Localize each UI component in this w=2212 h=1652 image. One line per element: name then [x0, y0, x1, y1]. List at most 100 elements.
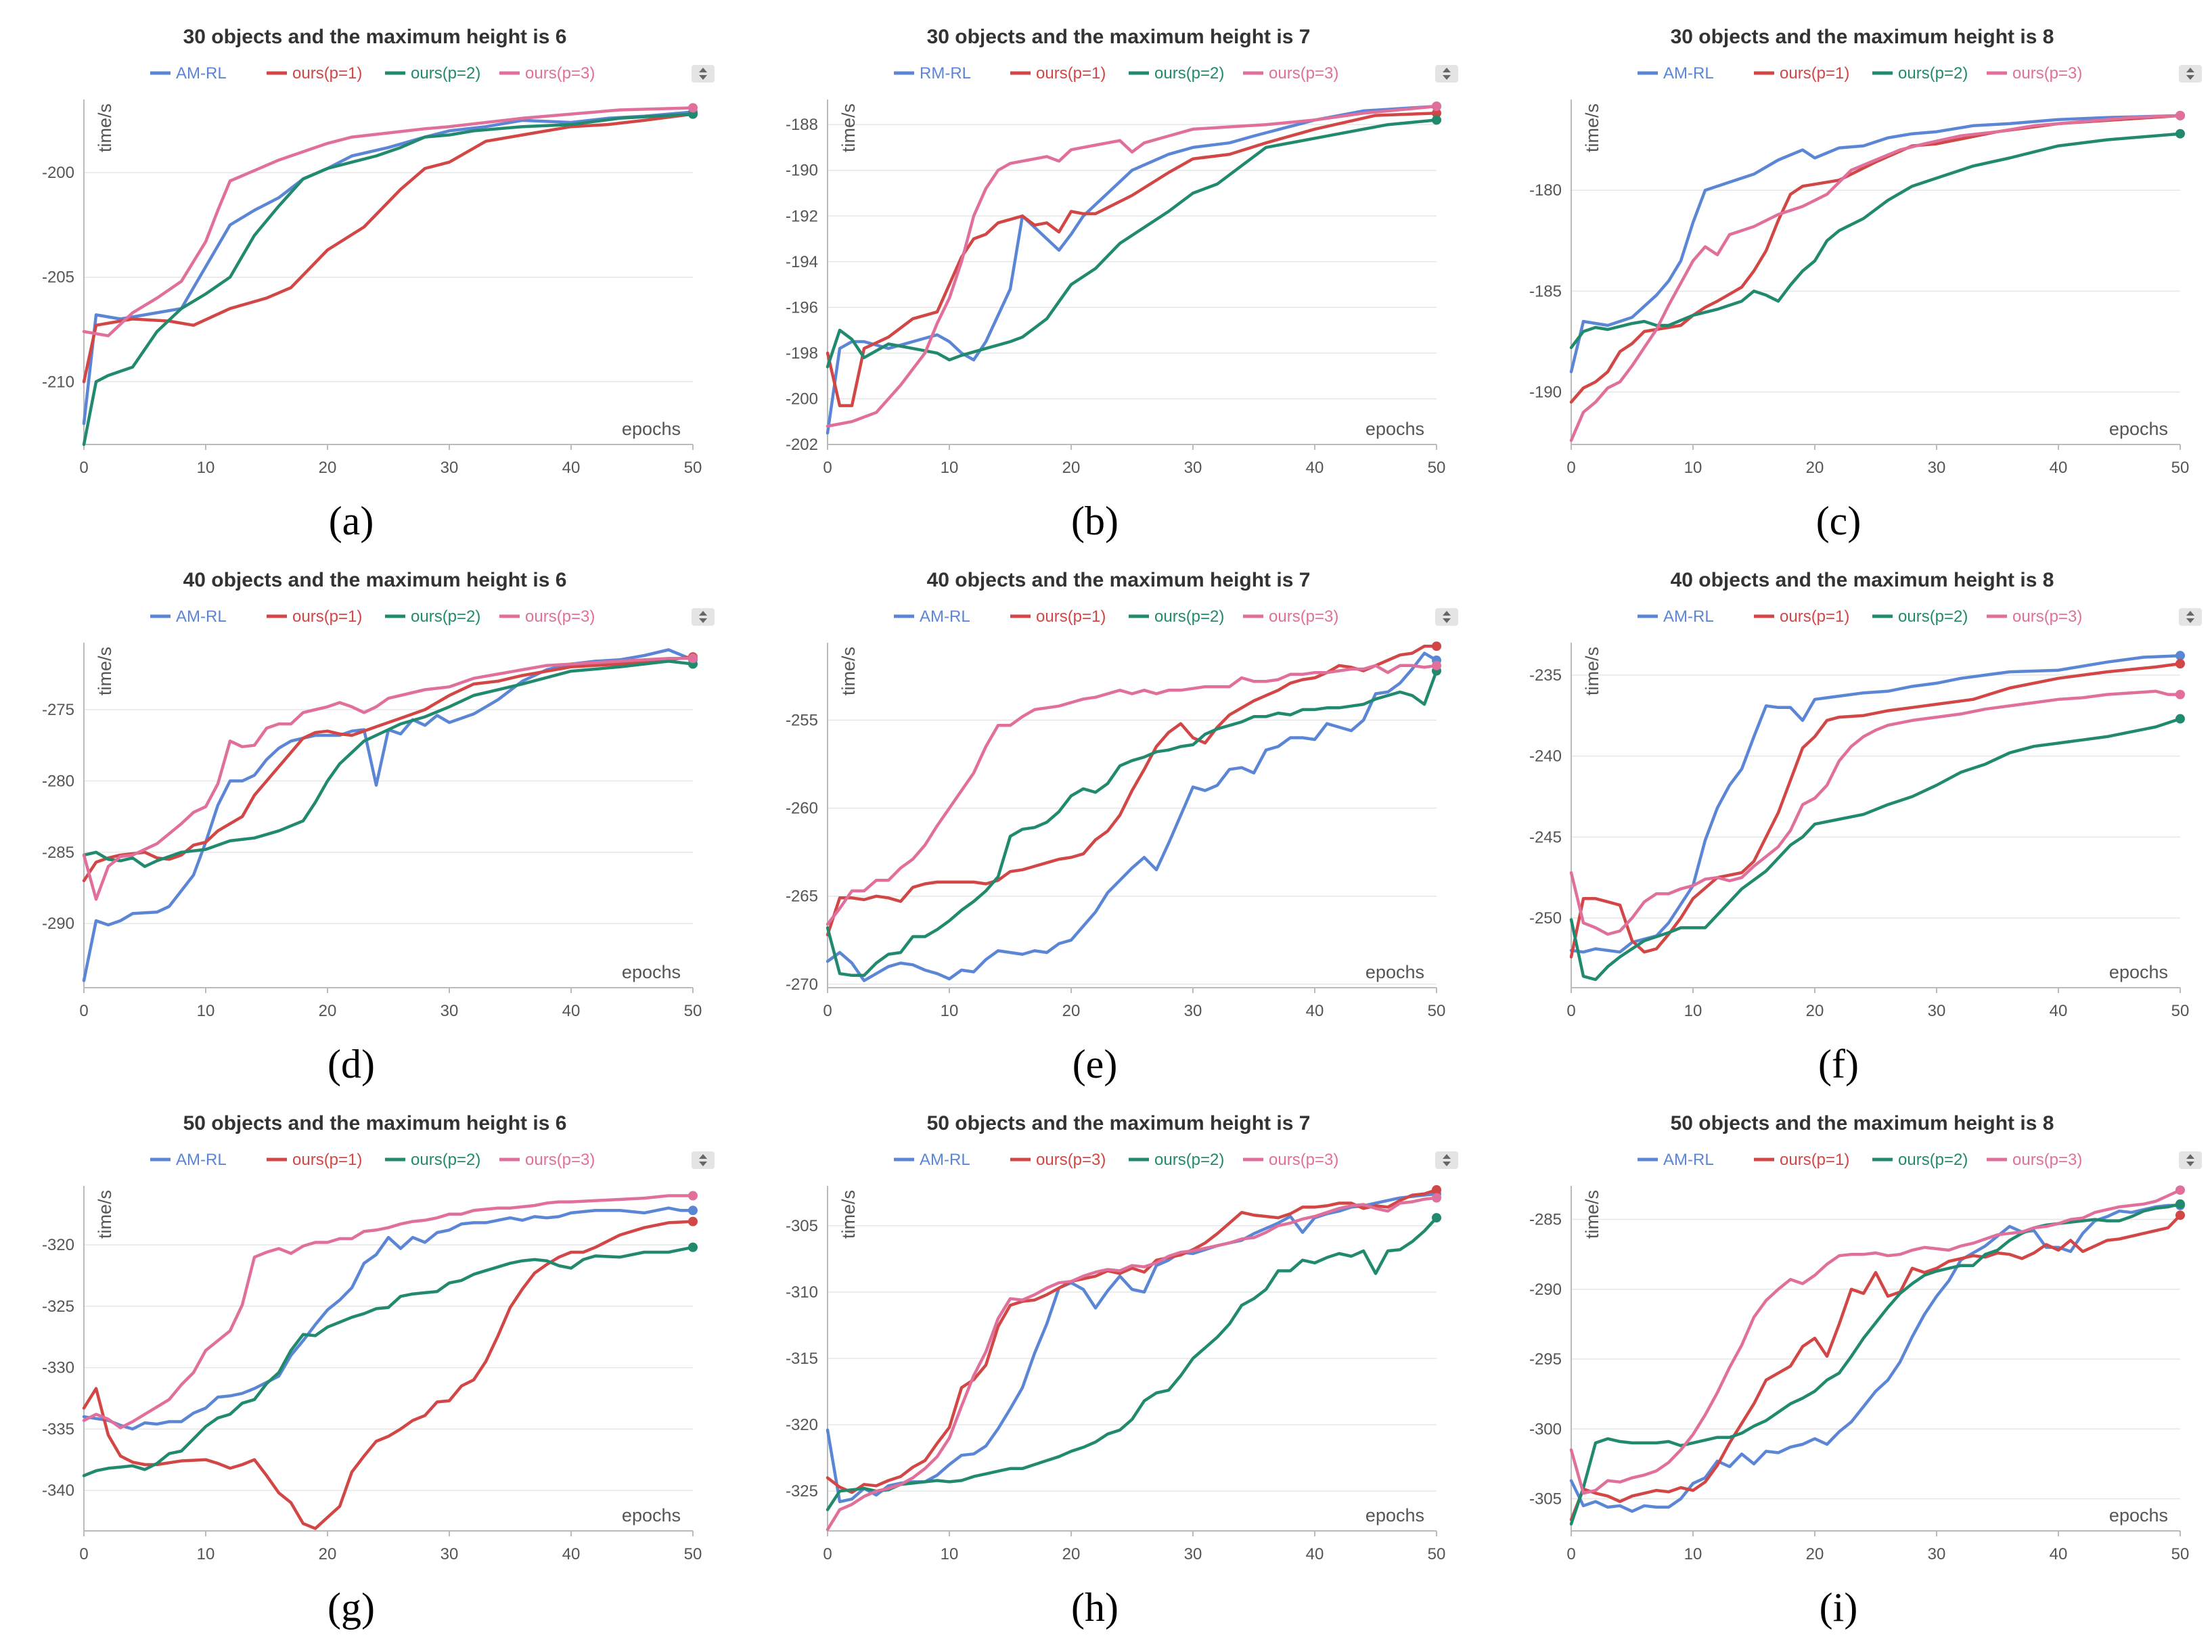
caret-up-icon: [699, 1154, 707, 1159]
panel-caption: (a): [329, 499, 374, 543]
x-tick-label: 0: [79, 1545, 88, 1563]
line-chart: 40 objects and the maximum height is 8 AM…: [1529, 569, 2202, 1086]
series-line: [826, 1196, 1439, 1532]
y-tick-label: -320: [786, 1416, 818, 1434]
x-tick-label: 30: [1184, 1545, 1202, 1563]
x-axis-label: epochs: [1365, 962, 1424, 982]
legend-label: ours(p=3): [2012, 1151, 2082, 1169]
legend-scroll-button[interactable]: [1435, 65, 1458, 83]
x-tick-label: 0: [1566, 1002, 1575, 1020]
x-axis-label: epochs: [622, 962, 681, 982]
series-end-point: [688, 1216, 698, 1226]
series-end-point: [2175, 110, 2185, 120]
series-line: [826, 118, 1439, 369]
x-tick-label: 50: [1428, 459, 1446, 477]
caret-down-icon: [2186, 1162, 2194, 1166]
y-tick-label: -305: [1529, 1490, 1562, 1509]
x-tick-label: 0: [823, 1545, 832, 1563]
x-axis-label: epochs: [622, 1505, 681, 1525]
x-tick-label: 20: [1062, 1545, 1081, 1563]
legend-label: ours(p=2): [411, 1151, 480, 1169]
caret-up-icon: [699, 611, 707, 616]
y-tick-label: -202: [786, 436, 818, 454]
chart-panel: 50 objects and the maximum height is 7 AM…: [752, 1095, 1489, 1645]
x-axis-label: epochs: [1365, 1505, 1424, 1525]
chart-title: 50 objects and the maximum height is 7: [927, 1112, 1311, 1134]
chart-panel: 30 objects and the maximum height is 6 AM…: [8, 8, 746, 559]
series-line: [82, 1245, 695, 1477]
y-axis-label: time/s: [95, 647, 115, 695]
legend-scroll-button[interactable]: [2179, 1151, 2202, 1169]
line-chart: 30 objects and the maximum height is 6 AM…: [42, 26, 715, 543]
series-line: [826, 1188, 1439, 1494]
x-tick-label: 0: [79, 459, 88, 477]
legend-scroll-button[interactable]: [692, 65, 715, 83]
y-tick-label: -250: [1529, 909, 1562, 927]
series-line: [826, 104, 1439, 435]
chart-panel: 30 objects and the maximum height is 8 AM…: [1495, 8, 2212, 559]
y-tick-label: -340: [42, 1482, 74, 1500]
series-line: [826, 669, 1439, 978]
line-chart: 30 objects and the maximum height is 7 RM…: [786, 26, 1458, 543]
series-line: [1569, 114, 2182, 404]
x-tick-label: 30: [441, 1002, 459, 1020]
x-tick-label: 30: [1928, 1545, 1946, 1563]
chart-panel: 40 objects and the maximum height is 6 AM…: [8, 551, 746, 1102]
series-end-point: [2175, 129, 2185, 139]
x-tick-label: 10: [197, 459, 215, 477]
chart-panel: 50 objects and the maximum height is 6 AM…: [8, 1095, 746, 1645]
legend-label: AM-RL: [176, 64, 227, 83]
series-line: [1569, 1203, 2182, 1513]
y-tick-label: -295: [1529, 1350, 1562, 1369]
panel-caption: (g): [328, 1585, 375, 1630]
legend-scroll-button[interactable]: [692, 608, 715, 626]
legend-scroll-button[interactable]: [1435, 608, 1458, 626]
legend-scroll-button[interactable]: [2179, 65, 2202, 83]
x-tick-label: 50: [1428, 1545, 1446, 1563]
panel-caption: (d): [328, 1042, 375, 1086]
y-tick-label: -194: [786, 253, 818, 271]
chart-title: 50 objects and the maximum height is 6: [183, 1112, 567, 1134]
legend-label: ours(p=3): [1269, 64, 1338, 83]
series-end-point: [2175, 689, 2185, 699]
caret-up-icon: [2186, 611, 2194, 616]
x-tick-label: 50: [684, 459, 702, 477]
x-tick-label: 40: [2050, 459, 2068, 477]
series-line: [826, 104, 1439, 428]
x-tick-label: 10: [941, 459, 959, 477]
x-tick-label: 20: [1062, 459, 1081, 477]
x-tick-label: 50: [1428, 1002, 1446, 1020]
x-axis-label: epochs: [2109, 962, 2168, 982]
x-tick-label: 20: [1806, 1545, 1824, 1563]
legend-label: ours(p=1): [292, 64, 362, 83]
legend-label: ours(p=1): [1036, 64, 1106, 83]
series-line: [1569, 114, 2182, 373]
legend-label: ours(p=1): [292, 607, 362, 626]
x-tick-label: 30: [441, 459, 459, 477]
legend-label: ours(p=2): [411, 64, 480, 83]
line-chart: 50 objects and the maximum height is 8 AM…: [1529, 1112, 2202, 1630]
x-tick-label: 10: [941, 1002, 959, 1020]
x-tick-label: 50: [2171, 1002, 2190, 1020]
legend-scroll-button[interactable]: [2179, 608, 2202, 626]
x-tick-label: 20: [319, 1545, 337, 1563]
legend-label: AM-RL: [920, 1151, 970, 1169]
legend-scroll-button[interactable]: [1435, 1151, 1458, 1169]
y-axis-label: time/s: [838, 647, 859, 695]
y-tick-label: -305: [786, 1217, 818, 1235]
chart-title: 30 objects and the maximum height is 8: [1671, 26, 2054, 48]
x-tick-label: 40: [1306, 1545, 1324, 1563]
legend-label: AM-RL: [176, 607, 227, 626]
legend-label: ours(p=3): [2012, 607, 2082, 626]
legend-label: ours(p=2): [1154, 64, 1224, 83]
x-tick-label: 20: [1062, 1002, 1081, 1020]
series-line: [82, 1194, 695, 1429]
legend-scroll-button[interactable]: [692, 1151, 715, 1169]
series-line: [82, 112, 695, 446]
legend-label: RM-RL: [920, 64, 971, 83]
caret-down-icon: [2186, 618, 2194, 623]
line-chart: 40 objects and the maximum height is 7 AM…: [786, 569, 1458, 1086]
y-tick-label: -245: [1529, 828, 1562, 846]
y-axis-label: time/s: [95, 1190, 115, 1239]
y-tick-label: -240: [1529, 748, 1562, 766]
